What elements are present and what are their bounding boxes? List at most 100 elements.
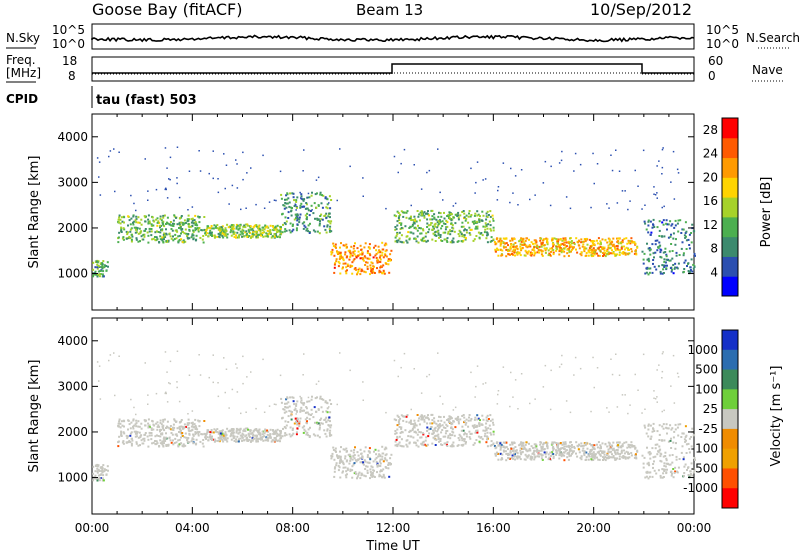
velocity-cell: [665, 459, 668, 462]
power-cell: [245, 207, 247, 209]
power-cell: [673, 267, 676, 270]
velocity-cell: [334, 449, 337, 452]
velocity-cell: [434, 426, 437, 429]
power-cell: [492, 219, 495, 222]
power-cell: [487, 223, 490, 226]
power-cell: [588, 251, 591, 254]
velocity-cell: [344, 457, 347, 460]
power-colorbar-tick: 16: [703, 194, 718, 208]
velocity-cell: [178, 400, 181, 403]
velocity-cell: [457, 437, 460, 439]
velocity-cell: [683, 438, 686, 441]
power-cell: [527, 251, 530, 254]
power-cell: [320, 213, 323, 216]
power-cell: [406, 241, 409, 244]
power-cell: [170, 228, 173, 230]
velocity-cell: [304, 411, 307, 414]
velocity-cell: [611, 448, 614, 451]
power-cell: [101, 273, 104, 276]
power-cell: [379, 261, 382, 263]
velocity-cell: [534, 398, 536, 400]
velocity-cell: [330, 424, 333, 427]
velocity-cell: [286, 406, 289, 409]
velocity-cell: [171, 428, 174, 431]
velocity-cell: [349, 457, 352, 460]
velocity-cell: [397, 421, 400, 423]
power-cell: [241, 228, 244, 231]
velocity-cell: [299, 395, 301, 398]
power-cell: [405, 211, 408, 214]
velocity-cell: [106, 465, 109, 468]
velocity-cell: [641, 412, 643, 414]
power-cell: [521, 238, 524, 241]
velocity-cell: [652, 456, 655, 459]
power-cell: [155, 218, 158, 221]
power-cell: [356, 271, 359, 274]
velocity-cell: [412, 423, 415, 426]
velocity-cell: [642, 466, 645, 469]
velocity-cell: [241, 436, 244, 439]
power-cell: [209, 229, 212, 232]
velocity-cell: [218, 430, 221, 433]
velocity-cell: [277, 439, 280, 442]
power-cell: [289, 206, 292, 209]
velocity-cell: [142, 442, 145, 445]
power-cell: [452, 205, 455, 207]
power-cell: [631, 241, 634, 244]
velocity-cell: [545, 452, 548, 455]
velocity-cell: [321, 398, 323, 401]
power-cell: [476, 161, 479, 163]
velocity-cell: [505, 441, 508, 444]
power-cell: [132, 214, 135, 217]
velocity-cell: [644, 426, 647, 429]
power-cell: [193, 219, 196, 222]
velocity-colorbar-segment: [722, 448, 738, 469]
velocity-cell: [387, 462, 390, 465]
power-cell: [181, 241, 184, 244]
power-cell: [452, 237, 455, 240]
velocity-cell: [589, 453, 591, 455]
power-cell: [593, 253, 596, 256]
velocity-cell: [194, 428, 197, 430]
power-cell: [385, 255, 388, 258]
velocity-cell: [569, 441, 571, 444]
velocity-cell: [653, 397, 655, 399]
power-cell: [328, 228, 331, 230]
velocity-cell: [459, 435, 462, 438]
power-cell: [421, 212, 424, 215]
velocity-cell: [130, 444, 133, 447]
velocity-cell: [492, 423, 495, 426]
power-cell: [445, 219, 448, 222]
velocity-cell: [356, 451, 359, 454]
velocity-cell: [582, 447, 585, 450]
power-cell: [561, 150, 563, 153]
velocity-cell: [502, 449, 505, 452]
power-cell: [162, 233, 165, 236]
velocity-colorbar-tick: 25: [703, 402, 718, 416]
power-cell: [436, 230, 439, 233]
power-cell: [186, 218, 189, 221]
velocity-cell: [691, 427, 694, 430]
velocity-cell: [618, 457, 621, 460]
velocity-cell: [442, 403, 444, 405]
velocity-cell: [307, 434, 310, 437]
power-cell: [495, 238, 498, 241]
y-tick-label: 1000: [57, 267, 88, 281]
power-cell: [497, 254, 500, 257]
velocity-cell: [342, 466, 345, 469]
power-cell: [186, 236, 189, 239]
power-cell: [295, 217, 298, 219]
velocity-cell: [400, 430, 403, 433]
velocity-cell: [526, 456, 529, 459]
power-cell: [385, 243, 388, 246]
velocity-cell: [313, 406, 316, 409]
velocity-cell: [445, 423, 448, 426]
power-cell: [148, 227, 151, 230]
x-tick-label: 00:00: [75, 521, 110, 535]
velocity-colorbar-tick: -1000: [683, 481, 718, 495]
velocity-cell: [360, 472, 363, 475]
velocity-cell: [178, 431, 180, 433]
power-cell: [376, 261, 379, 264]
power-cell: [693, 230, 696, 233]
velocity-cell: [570, 454, 572, 457]
